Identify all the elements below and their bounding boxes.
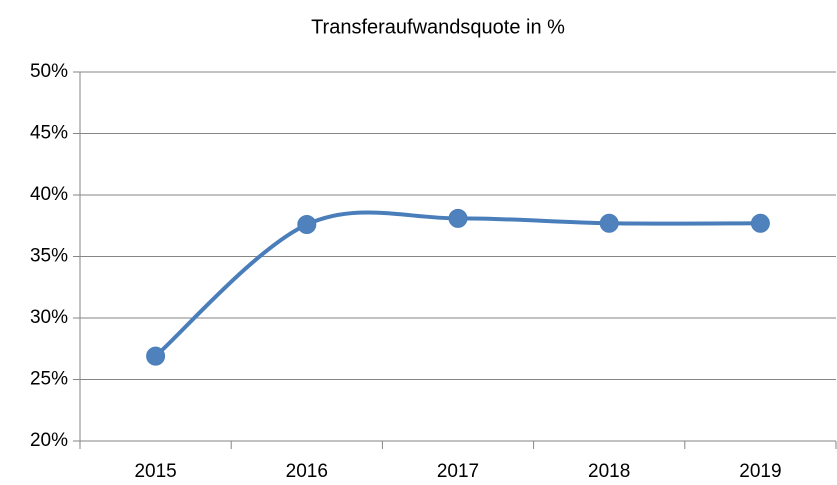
data-point	[146, 346, 166, 366]
y-tick-label: 40%	[30, 184, 68, 205]
y-tick-label: 45%	[30, 123, 68, 144]
x-tick-label: 2017	[437, 461, 479, 482]
x-tick-label: 2019	[739, 461, 781, 482]
data-point	[297, 215, 317, 235]
y-tick-label: 50%	[30, 61, 68, 82]
chart-title: Transferaufwandsquote in %	[311, 16, 565, 38]
y-tick-label: 35%	[30, 246, 68, 267]
x-tick-label: 2016	[286, 461, 328, 482]
x-tick-label: 2015	[134, 461, 176, 482]
y-tick-label: 20%	[30, 430, 68, 451]
data-point	[448, 208, 468, 228]
data-point	[599, 213, 619, 233]
y-tick-label: 30%	[30, 307, 68, 328]
series-line	[153, 210, 763, 359]
data-point	[750, 213, 770, 233]
x-tick-label: 2018	[588, 461, 630, 482]
y-tick-label: 25%	[30, 369, 68, 390]
